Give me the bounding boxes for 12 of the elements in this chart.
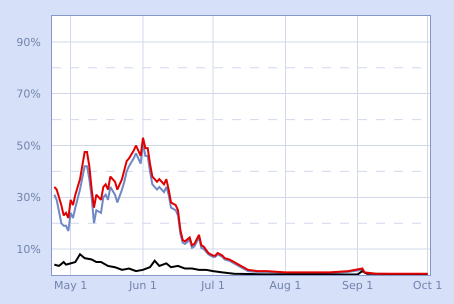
x-tick-label: Aug 1 (269, 279, 302, 292)
x-tick-label: Jun 1 (128, 279, 157, 292)
line-series (53, 253, 429, 275)
x-tick-label: Oct 1 (412, 279, 442, 292)
x-tick-label: Sep 1 (342, 279, 374, 292)
x-tick-label: May 1 (54, 279, 88, 292)
y-tick-label: 70% (16, 88, 41, 101)
y-tick-label: 90% (16, 36, 41, 49)
y-tick-label: 10% (16, 242, 41, 256)
y-tick-label: 50% (16, 139, 41, 152)
x-tick-label: Jul 1 (200, 279, 225, 292)
y-tick-label: 30% (16, 191, 41, 204)
